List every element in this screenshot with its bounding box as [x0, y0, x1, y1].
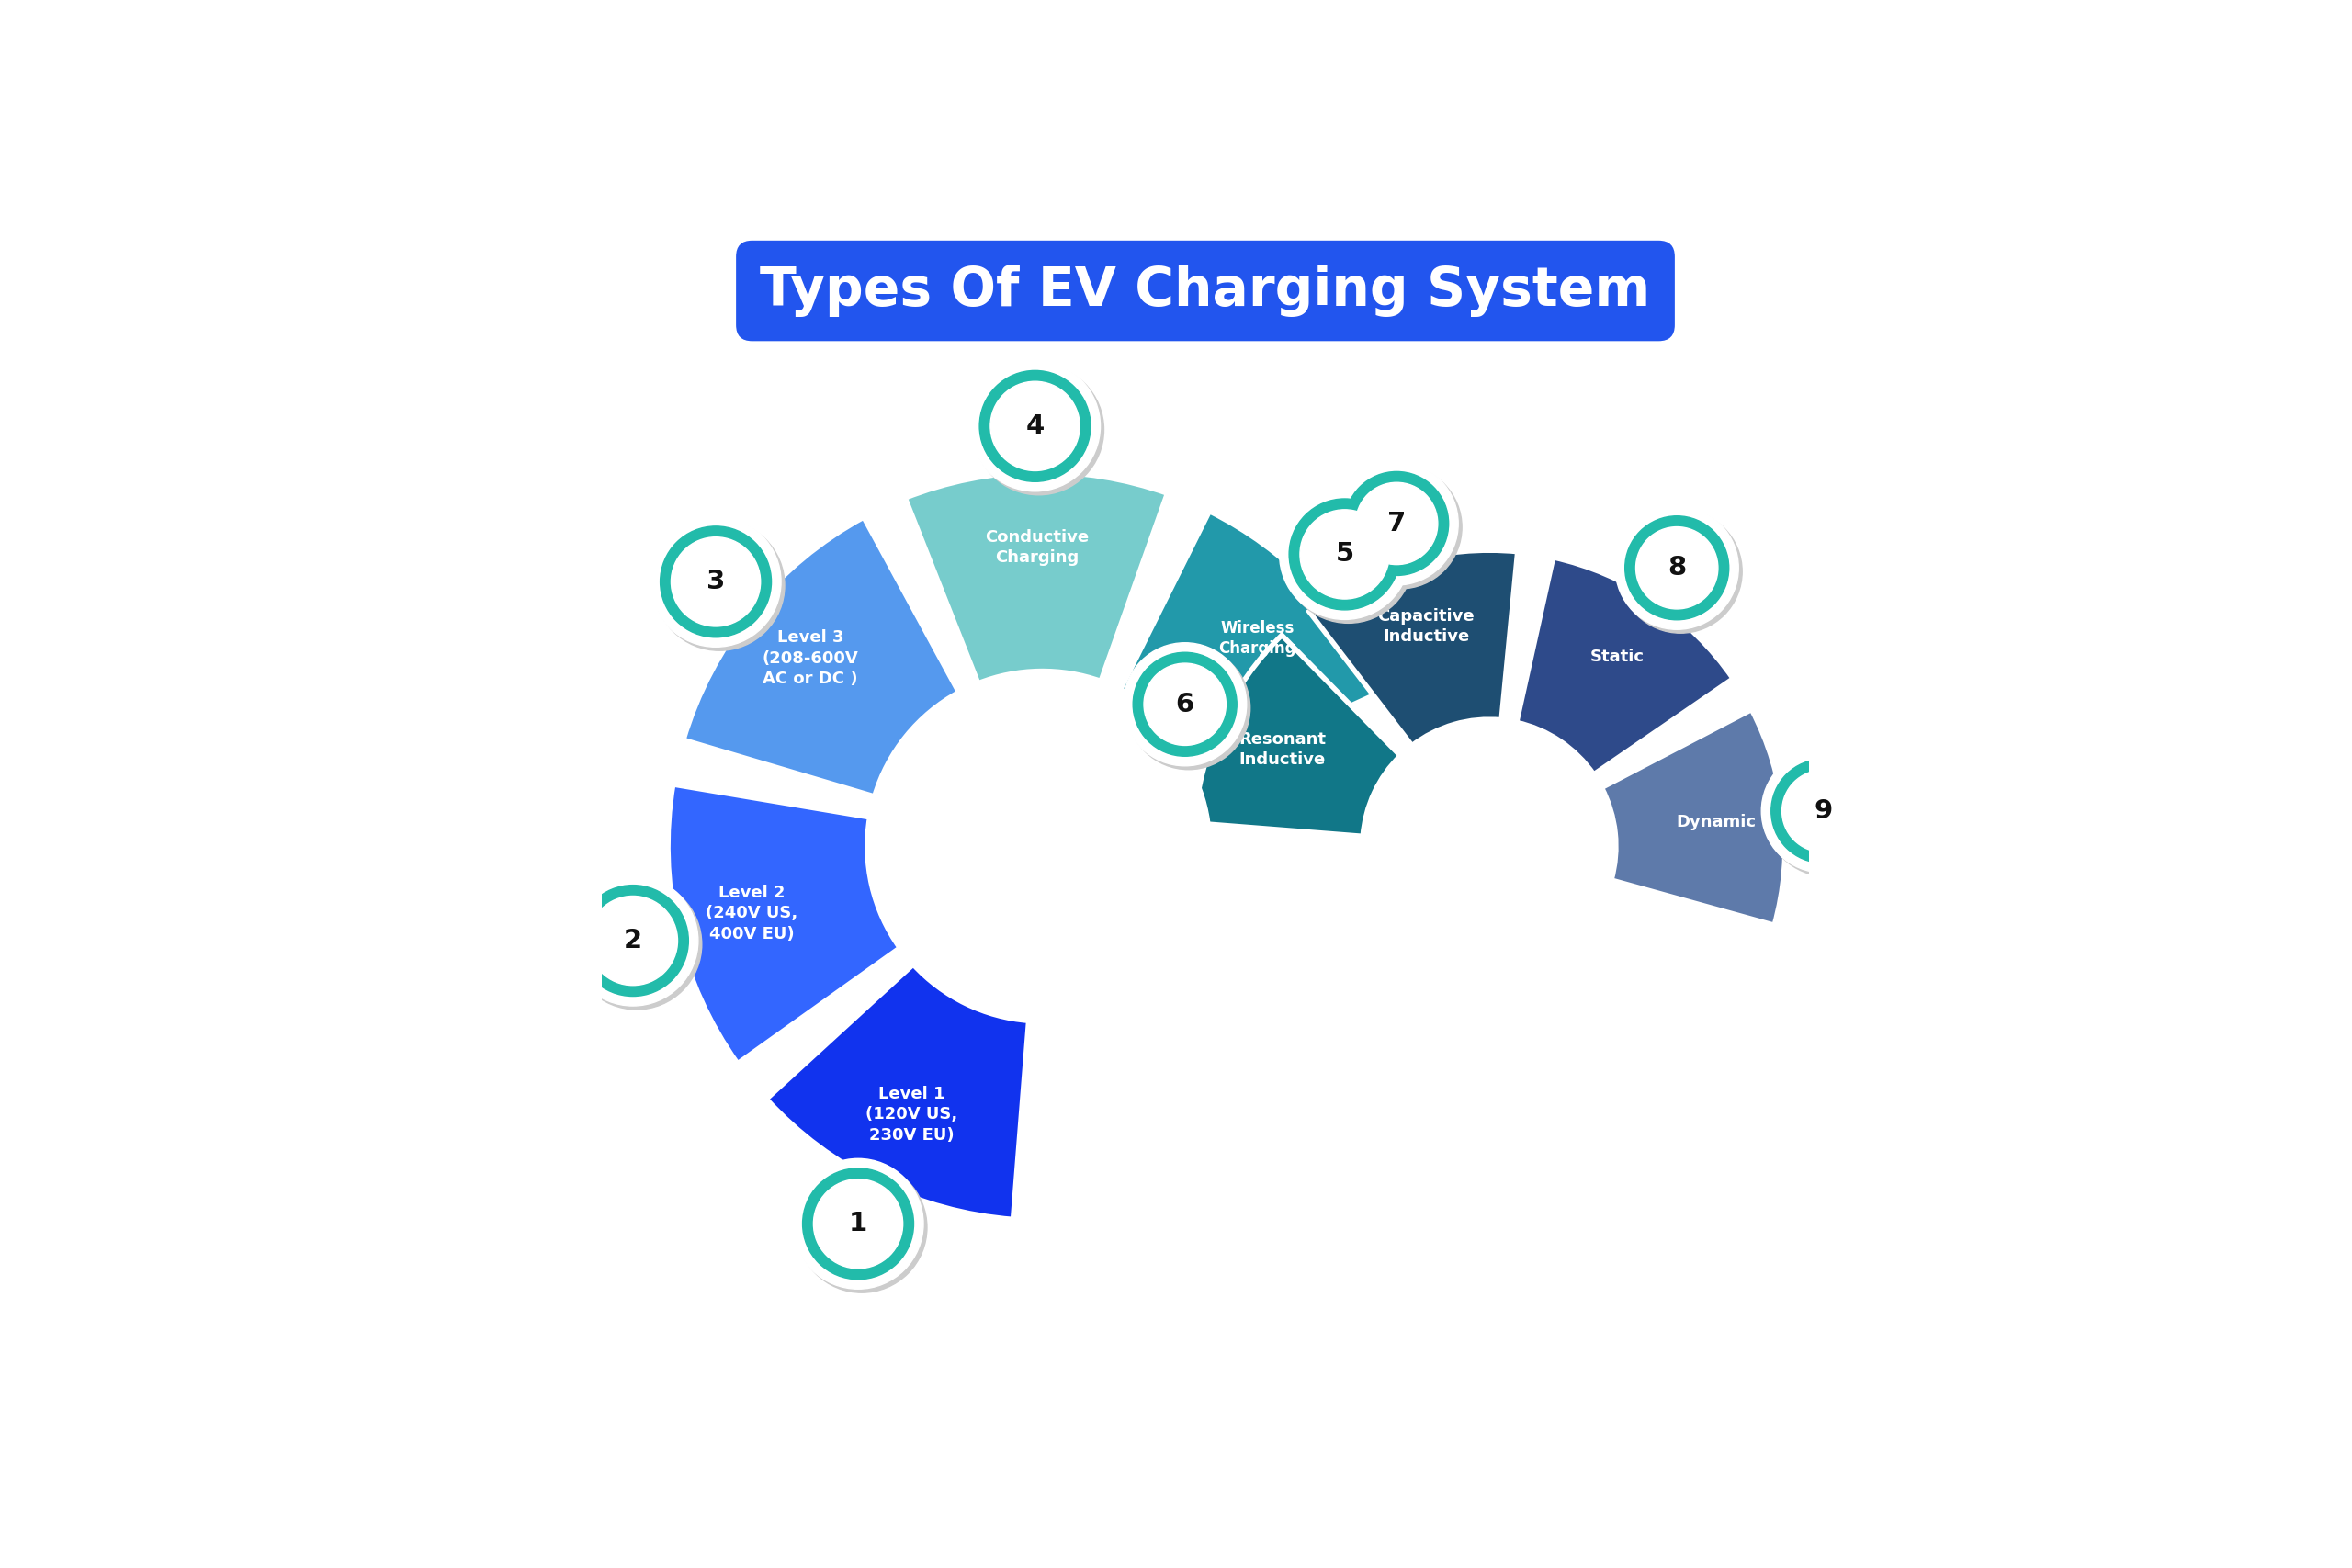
Text: 5: 5: [1336, 541, 1355, 568]
Circle shape: [670, 538, 760, 627]
Wedge shape: [1517, 557, 1733, 775]
Text: Static: Static: [1590, 649, 1644, 665]
Wedge shape: [1310, 550, 1517, 746]
Circle shape: [1338, 466, 1463, 588]
Circle shape: [654, 521, 786, 651]
Circle shape: [1336, 463, 1458, 585]
Circle shape: [567, 875, 699, 1007]
Text: 1: 1: [849, 1210, 868, 1237]
Circle shape: [1284, 492, 1414, 622]
Text: 2: 2: [623, 928, 642, 953]
Circle shape: [576, 886, 689, 996]
Circle shape: [814, 1179, 903, 1269]
Circle shape: [1771, 759, 1875, 862]
Text: 8: 8: [1668, 555, 1686, 580]
Circle shape: [1625, 516, 1729, 619]
Text: 6: 6: [1176, 691, 1195, 717]
Wedge shape: [1602, 710, 1785, 925]
Text: Wireless
Charging: Wireless Charging: [1218, 621, 1296, 657]
Circle shape: [588, 895, 677, 985]
Wedge shape: [684, 517, 960, 797]
Text: 7: 7: [1388, 511, 1406, 536]
Text: Level 3
(208-600V
AC or DC ): Level 3 (208-600V AC or DC ): [762, 630, 858, 687]
Circle shape: [661, 527, 771, 637]
Circle shape: [1762, 750, 1884, 873]
Circle shape: [652, 516, 781, 648]
Wedge shape: [906, 472, 1167, 684]
Circle shape: [1345, 472, 1449, 575]
Wedge shape: [668, 784, 901, 1063]
Circle shape: [978, 370, 1091, 481]
Circle shape: [1279, 489, 1409, 619]
Circle shape: [1618, 510, 1743, 633]
Text: Level 2
(240V US,
400V EU): Level 2 (240V US, 400V EU): [706, 884, 797, 942]
Circle shape: [1783, 770, 1865, 851]
Text: 9: 9: [1813, 798, 1832, 823]
Circle shape: [1355, 483, 1437, 564]
Circle shape: [572, 880, 701, 1010]
Text: Level 1
(120V US,
230V EU): Level 1 (120V US, 230V EU): [866, 1087, 957, 1143]
Wedge shape: [767, 964, 1028, 1220]
Circle shape: [969, 361, 1101, 491]
Circle shape: [974, 364, 1103, 495]
Circle shape: [802, 1168, 913, 1279]
Circle shape: [1124, 643, 1247, 765]
Text: Resonant
Inductive: Resonant Inductive: [1240, 731, 1327, 768]
Circle shape: [990, 381, 1080, 470]
Circle shape: [1616, 506, 1738, 629]
Circle shape: [1143, 663, 1225, 745]
Circle shape: [1764, 753, 1889, 877]
Text: Types Of EV Charging System: Types Of EV Charging System: [760, 265, 1651, 317]
Circle shape: [873, 677, 1211, 1014]
Circle shape: [793, 1159, 924, 1289]
Circle shape: [1637, 527, 1717, 608]
Circle shape: [1369, 726, 1611, 967]
Text: Conductive
Charging: Conductive Charging: [985, 528, 1089, 566]
Text: Capacitive
Inductive: Capacitive Inductive: [1378, 608, 1475, 646]
Text: 4: 4: [1025, 414, 1044, 439]
Circle shape: [1301, 510, 1390, 599]
Circle shape: [1289, 499, 1399, 610]
Text: Dynamic: Dynamic: [1677, 814, 1757, 831]
Text: 3: 3: [706, 569, 724, 594]
Circle shape: [797, 1162, 927, 1292]
Wedge shape: [1120, 511, 1383, 773]
Circle shape: [1134, 652, 1237, 756]
Wedge shape: [1195, 635, 1399, 836]
Circle shape: [1127, 646, 1251, 770]
